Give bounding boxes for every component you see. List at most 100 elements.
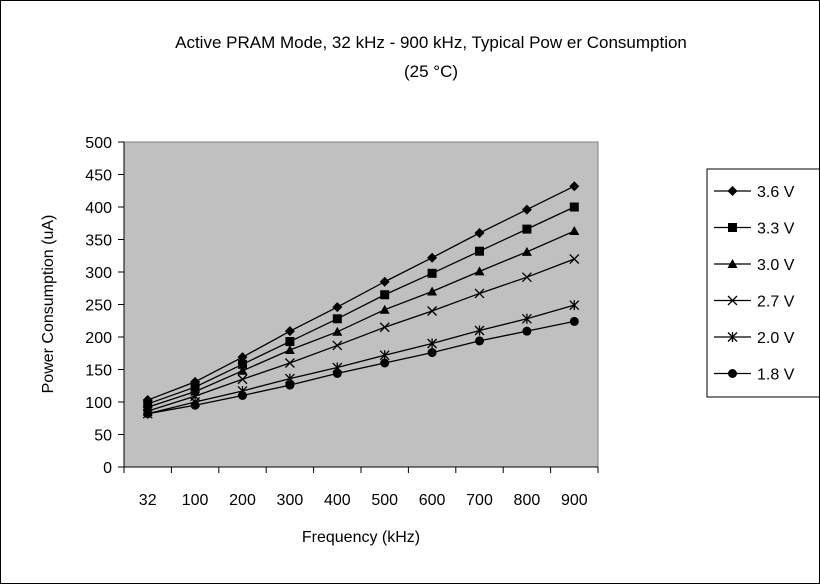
data-point	[427, 306, 438, 316]
data-point	[569, 254, 580, 264]
y-tick-label: 300	[85, 265, 112, 282]
data-point	[474, 228, 485, 238]
x-tick-label: 700	[466, 492, 493, 509]
data-point	[727, 259, 738, 268]
legend: 3.6 V 3.3 V 3.0 V 2.7 V 2.0 V 1.8 V	[706, 168, 819, 398]
x-tick-label: 400	[324, 492, 351, 509]
legend-entry: 3.6 V	[714, 184, 795, 201]
legend-label: 1.8 V	[757, 367, 795, 384]
chart-subtitle: (25 °C)	[404, 62, 458, 81]
series-line	[147, 230, 575, 408]
data-point	[522, 224, 532, 234]
x-tick-label: 900	[561, 492, 588, 509]
legend-entry: 2.0 V	[714, 330, 795, 347]
y-tick-label: 250	[85, 298, 112, 315]
data-point	[238, 359, 247, 369]
data-point	[728, 223, 737, 232]
data-point	[190, 400, 200, 410]
data-point	[569, 316, 579, 326]
data-point	[284, 345, 295, 354]
series-line	[147, 185, 575, 401]
data-point	[427, 348, 437, 358]
y-axis: 0 50 100 150 200 250 300 350 400 450 500	[85, 135, 125, 477]
legend-label: 3.0 V	[757, 257, 795, 274]
data-point	[332, 368, 342, 378]
data-point	[379, 322, 390, 333]
data-point	[427, 338, 438, 349]
data-point	[237, 352, 248, 363]
data-point	[237, 374, 248, 385]
series-layer	[142, 181, 580, 419]
series-line	[147, 258, 575, 412]
legend-entry: 3.0 V	[714, 257, 795, 274]
data-point	[521, 272, 532, 283]
legend-label: 2.7 V	[757, 294, 795, 311]
legend-entry: 2.7 V	[714, 294, 795, 311]
legend-label: 3.6 V	[757, 184, 795, 201]
y-tick-label: 50	[94, 428, 112, 445]
data-point	[380, 290, 390, 300]
y-tick-label: 500	[85, 135, 112, 152]
y-axis-label: Power Consumption (uA)	[40, 215, 57, 394]
data-point	[379, 304, 390, 314]
y-tick-label: 200	[85, 330, 112, 347]
x-tick-label: 200	[229, 492, 256, 509]
data-point	[237, 365, 248, 375]
data-point	[284, 326, 295, 337]
chart-title: Active PRAM Mode, 32 kHz - 900 kHz, Typi…	[175, 33, 687, 52]
plot-area	[123, 141, 599, 468]
data-point	[285, 337, 295, 347]
data-point	[521, 204, 532, 215]
data-point	[474, 266, 485, 276]
y-tick-label: 350	[85, 233, 112, 250]
data-point	[569, 181, 580, 192]
x-axis-label: Frequency (kHz)	[302, 529, 420, 546]
series-3-6-v	[142, 181, 580, 406]
data-point	[569, 300, 580, 311]
data-point	[143, 409, 153, 419]
data-point	[475, 246, 484, 256]
legend-entry: 1.8 V	[714, 367, 795, 384]
data-point	[427, 252, 438, 263]
x-axis: 32 100 200 300 400 500 600 700 800 900	[123, 466, 599, 509]
data-point	[727, 186, 738, 196]
series-line	[147, 320, 575, 415]
data-point	[285, 380, 295, 390]
data-point	[474, 288, 485, 299]
data-point	[522, 326, 532, 336]
series-line	[147, 304, 575, 415]
series-1-8-v	[143, 316, 579, 419]
data-point	[332, 340, 343, 351]
data-point	[332, 302, 343, 313]
data-point	[427, 286, 438, 296]
y-tick-label: 0	[103, 460, 112, 477]
data-point	[569, 202, 579, 212]
data-point	[238, 391, 247, 400]
x-tick-label: 600	[419, 492, 446, 509]
y-tick-label: 100	[85, 395, 112, 412]
data-point	[521, 246, 532, 256]
legend-entry: 3.3 V	[714, 221, 795, 238]
data-point	[727, 295, 738, 306]
data-point	[521, 313, 532, 324]
data-point	[379, 276, 390, 287]
x-tick-label: 500	[371, 492, 398, 509]
data-point	[380, 358, 390, 368]
legend-label: 2.0 V	[757, 330, 795, 347]
data-point	[332, 314, 342, 324]
y-tick-label: 150	[85, 363, 112, 380]
y-tick-label: 400	[85, 200, 112, 217]
data-point	[728, 369, 737, 378]
data-point	[727, 332, 738, 342]
y-tick-label: 450	[85, 168, 112, 185]
data-point	[474, 325, 485, 336]
series-line	[147, 206, 575, 405]
x-tick-label: 100	[182, 492, 209, 509]
x-tick-label: 32	[139, 492, 157, 509]
data-point	[427, 268, 437, 278]
data-point	[475, 336, 484, 346]
legend-label: 3.3 V	[757, 221, 795, 238]
legend-box	[706, 168, 819, 398]
